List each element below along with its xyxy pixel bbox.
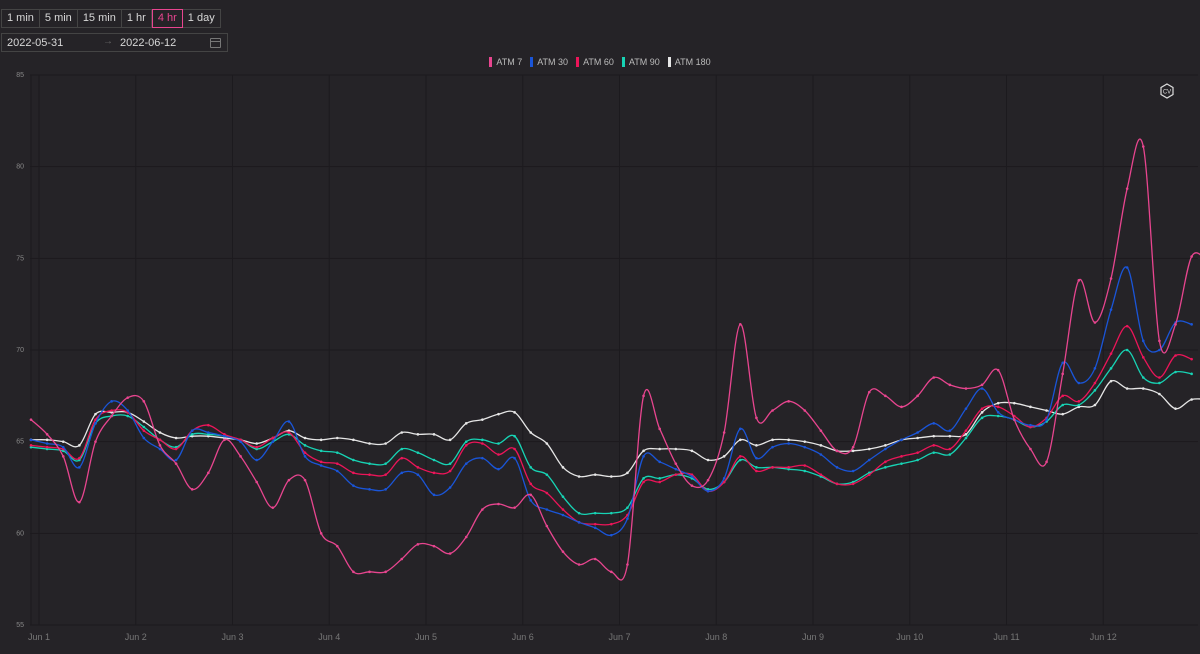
x-tick-label: Jun 8	[705, 632, 727, 642]
legend-label: ATM 180	[674, 57, 711, 67]
x-tick-label: Jun 4	[318, 632, 340, 642]
date-end-input[interactable]: 2022-06-12	[120, 36, 177, 49]
legend-label: ATM 30	[537, 57, 569, 67]
x-tick-label: Jun 11	[993, 632, 1019, 642]
series-atm-30	[29, 266, 1193, 537]
y-tick-label: 65	[16, 439, 24, 446]
y-tick-label: 70	[16, 347, 24, 354]
legend-label: ATM 7	[496, 57, 523, 67]
legend-item-atm-7[interactable]: ATM 7	[489, 57, 522, 67]
cv-logo-icon: CV	[1159, 83, 1175, 99]
calendar-icon[interactable]	[210, 38, 221, 48]
legend-label: ATM 60	[583, 57, 614, 67]
legend-item-atm-60[interactable]: ATM 60	[576, 57, 614, 67]
legend-swatch	[530, 57, 534, 67]
timeframe-button-1-min[interactable]: 1 min	[2, 10, 40, 27]
x-tick-label: Jun 10	[896, 632, 923, 642]
timeframe-button-1-hr[interactable]: 1 hr	[122, 10, 152, 27]
series-atm-60	[29, 324, 1193, 526]
date-start-input[interactable]: 2022-05-31	[7, 36, 64, 49]
legend-swatch	[576, 57, 580, 67]
x-tick-label: Jun 5	[415, 632, 437, 642]
legend-swatch	[621, 57, 625, 67]
date-range-picker[interactable]: 2022-05-31 → 2022-06-12	[1, 33, 228, 52]
timeframe-selector: 1 min 5 min 15 min 1 hr 4 hr 1 day	[1, 9, 221, 28]
y-tick-label: 60	[16, 530, 24, 537]
legend-item-atm-90[interactable]: ATM 90	[621, 57, 660, 67]
x-tick-label: Jun 9	[802, 632, 824, 642]
y-tick-label: 85	[16, 72, 24, 79]
timeframe-button-1-day[interactable]: 1 day	[187, 12, 215, 24]
x-tick-label: Jun 2	[125, 632, 147, 642]
legend-label: ATM 90	[628, 57, 660, 67]
x-tick-label: Jun 6	[512, 632, 534, 642]
arrow-right-icon: →	[103, 36, 113, 47]
series-atm-7	[29, 138, 1200, 581]
legend-item-atm-30[interactable]: ATM 30	[530, 57, 568, 67]
timeframe-button-5-min[interactable]: 5 min	[40, 10, 78, 27]
legend-item-atm-180[interactable]: ATM 180	[667, 57, 711, 67]
legend-swatch	[489, 57, 493, 67]
y-tick-label: 75	[16, 255, 24, 262]
timeframe-button-15-min[interactable]: 15 min	[78, 10, 122, 27]
svg-text:CV: CV	[1163, 90, 1171, 96]
x-tick-label: Jun 12	[1090, 632, 1117, 642]
x-tick-label: Jun 1	[28, 632, 50, 642]
chart-legend: ATM 7 ATM 30 ATM 60 ATM 90 ATM 180	[0, 57, 1200, 67]
y-tick-label: 80	[16, 164, 24, 171]
legend-swatch	[667, 57, 671, 67]
series-atm-180	[29, 379, 1200, 478]
y-tick-label: 55	[16, 622, 24, 629]
timeframe-button-4-hr[interactable]: 4 hr	[151, 9, 183, 28]
x-tick-label: Jun 3	[221, 632, 243, 642]
x-tick-label: Jun 7	[608, 632, 630, 642]
